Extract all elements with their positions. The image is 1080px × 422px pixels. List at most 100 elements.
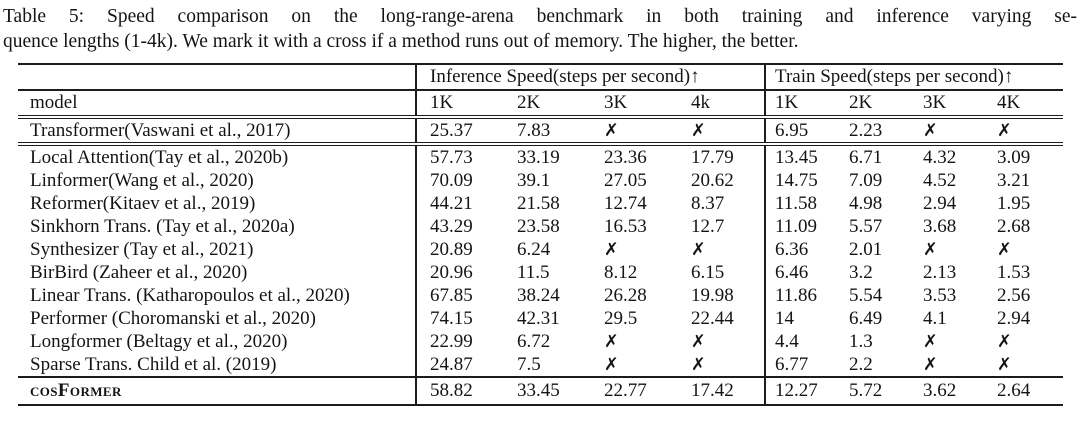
table-row: Synthesizer (Tay et al., 2021) 20.89 6.24 ✗…	[18, 238, 1063, 261]
cell-oom-cross: ✗	[997, 354, 1012, 375]
cell-value: 16.53	[604, 215, 647, 237]
column-header-1k-train: 1K	[764, 90, 841, 119]
cell-model: Performer (Choromanski et al., 2020)	[30, 307, 316, 329]
cell-value: 6.49	[849, 307, 883, 329]
cell-value: 39.1	[517, 169, 551, 191]
cell-value: 5.54	[849, 284, 883, 306]
cell-value: 12.74	[604, 192, 647, 214]
cell-value: 3.68	[923, 215, 957, 237]
caption-line-2: quence lengths (1-4k). We mark it with a…	[3, 30, 799, 52]
cell-value: 3.53	[923, 284, 957, 306]
column-header-4k-train: 4K	[988, 90, 1064, 119]
cell-oom-cross: ✗	[923, 331, 938, 352]
cell-model: Sparse Trans. Child et al. (2019)	[30, 353, 277, 375]
column-header-4k-inference: 4k	[678, 90, 766, 119]
cell-value: 4.1	[923, 307, 947, 329]
table-row: cosFormer 58.82 33.45 22.77 17.42 12.27 5.72 3.…	[18, 376, 1064, 406]
cell-value: 13.45	[764, 144, 841, 169]
cell-value: 7.83	[504, 117, 591, 146]
cell-oom-cross: ✗	[604, 354, 619, 375]
cell-value: 11.86	[764, 284, 841, 307]
cell-value: 1.53	[997, 261, 1031, 283]
cell-model: Transformer(Vaswani et al., 2017)	[18, 117, 416, 146]
cell-value: 2.64	[988, 376, 1064, 406]
cell-value: 2.56	[997, 284, 1031, 306]
cell-model: Linformer(Wang et al., 2020)	[30, 169, 254, 191]
cell-value: 44.21	[415, 192, 504, 215]
cell-value: 22.99	[415, 330, 504, 353]
cell-value: 6.77	[764, 353, 841, 377]
cell-value: 2.68	[997, 215, 1031, 237]
cell-model: Linear Trans. (Katharopoulos et al., 202…	[30, 284, 350, 306]
cell-oom-cross: ✗	[914, 117, 989, 146]
cell-value: 17.79	[691, 146, 734, 168]
cell-value: 38.24	[517, 284, 560, 306]
cell-value: 11.58	[764, 192, 841, 215]
cell-value: 2.94	[923, 192, 957, 214]
cell-model: Local Attention(Tay et al., 2020b)	[30, 146, 289, 168]
cell-oom-cross: ✗	[604, 239, 619, 260]
column-header-2k-inference: 2K	[504, 90, 591, 119]
table-row: Sparse Trans. Child et al. (2019) 24.87 7.…	[18, 353, 1063, 377]
group-header-inference: Inference Speed(steps per second)↑	[414, 63, 766, 91]
cell-value: 6.24	[517, 238, 551, 260]
cell-value: 2.2	[849, 353, 873, 375]
cell-model: Reformer(Kitaev et al., 2019)	[30, 192, 256, 214]
cell-value: 43.29	[415, 215, 504, 238]
cell-value: 19.98	[691, 284, 734, 306]
cell-value: 1.3	[849, 330, 873, 352]
cell-value: 20.89	[415, 238, 504, 261]
cell-value: 6.71	[849, 146, 883, 168]
cell-value: 70.09	[415, 169, 504, 192]
cell-value: 12.27	[764, 376, 841, 406]
cell-value: 17.42	[678, 376, 766, 406]
cell-value: 4.98	[849, 192, 883, 214]
cell-value: 8.12	[604, 261, 638, 283]
cell-oom-cross: ✗	[988, 117, 1064, 146]
cell-value: 23.36	[604, 146, 647, 168]
table-head: Inference Speed(steps per second)↑ Train …	[18, 63, 1064, 119]
cell-value: 24.87	[415, 353, 504, 377]
cell-oom-cross: ✗	[923, 239, 938, 260]
table-row: Sinkhorn Trans. (Tay et al., 2020a) 43.29…	[18, 215, 1063, 238]
column-header-model: model	[18, 90, 416, 119]
cell-model: Sinkhorn Trans. (Tay et al., 2020a)	[30, 215, 295, 237]
cell-value: 25.37	[415, 117, 504, 146]
cell-value: 23.58	[517, 215, 560, 237]
cell-value: 14.75	[764, 169, 841, 192]
cell-value: 74.15	[415, 307, 504, 330]
cell-value: 2.01	[849, 238, 883, 260]
column-header-2k-train: 2K	[840, 90, 915, 119]
cell-model: cosFormer	[18, 376, 416, 406]
cell-value: 1.95	[997, 192, 1031, 214]
cell-oom-cross: ✗	[678, 117, 766, 146]
cell-value: 3.2	[849, 261, 873, 283]
cell-oom-cross: ✗	[997, 331, 1012, 352]
cell-value: 21.58	[517, 192, 560, 214]
cell-value: 2.13	[923, 261, 957, 283]
cell-value: 20.62	[691, 169, 734, 191]
cell-oom-cross: ✗	[691, 239, 706, 260]
cell-value: 6.72	[517, 330, 551, 352]
column-header-3k-train: 3K	[914, 90, 989, 119]
table-row: Performer (Choromanski et al., 2020) 74.1…	[18, 307, 1063, 330]
cell-value: 11.5	[517, 261, 550, 283]
cell-value: 14	[764, 307, 841, 330]
cell-oom-cross: ✗	[591, 117, 678, 146]
cell-value: 3.21	[997, 169, 1031, 191]
cell-oom-cross: ✗	[691, 354, 706, 375]
cell-value: 5.72	[840, 376, 915, 406]
cell-value: 12.7	[691, 215, 725, 237]
table-row: Local Attention(Tay et al., 2020b) 57.73 3…	[18, 144, 1063, 169]
cell-value: 57.73	[415, 144, 504, 169]
cell-model: Synthesizer (Tay et al., 2021)	[30, 238, 254, 260]
cell-value: 58.82	[415, 376, 504, 406]
cell-value: 4.52	[923, 169, 957, 191]
cell-value: 22.77	[591, 376, 678, 406]
column-header-3k-inference: 3K	[591, 90, 678, 119]
cell-value: 29.5	[604, 307, 638, 329]
table-body: Transformer(Vaswani et al., 2017) 25.37 7.…	[18, 117, 1064, 406]
cell-value: 20.96	[415, 261, 504, 284]
cell-value: 67.85	[415, 284, 504, 307]
cell-value: 4.4	[764, 330, 841, 353]
